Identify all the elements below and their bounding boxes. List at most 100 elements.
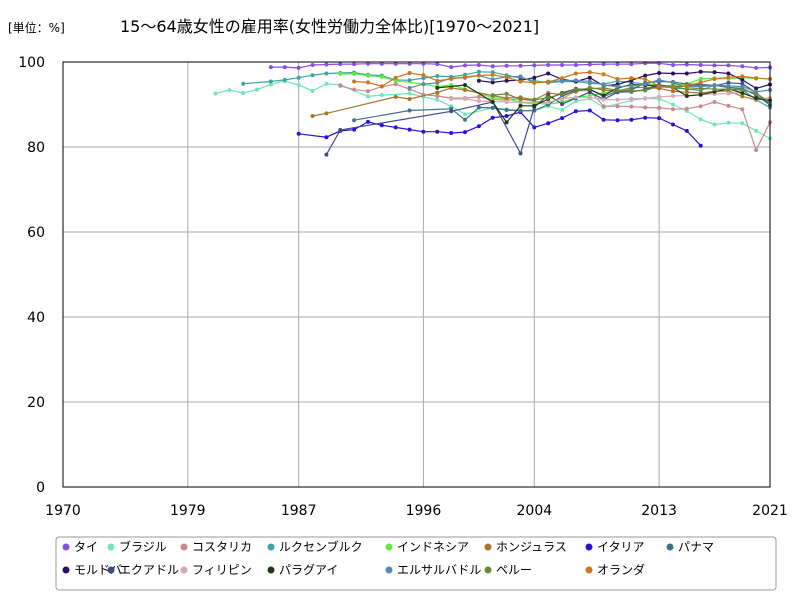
data-point — [268, 82, 273, 87]
data-point — [324, 71, 329, 76]
x-tick-label: 1996 — [406, 503, 442, 519]
legend-marker — [585, 543, 593, 551]
data-point — [296, 65, 301, 70]
legend-item: イタリア — [585, 540, 645, 554]
legend-marker — [180, 566, 188, 574]
data-point — [421, 129, 426, 134]
data-point — [504, 96, 509, 101]
data-point — [643, 105, 648, 110]
y-tick-label: 60 — [27, 225, 45, 241]
legend-marker — [385, 566, 393, 574]
legend-label: オランダ — [597, 562, 645, 577]
data-point — [698, 86, 703, 91]
data-point — [268, 79, 273, 84]
x-tick-label: 1979 — [170, 503, 206, 519]
data-point — [560, 76, 565, 81]
data-point — [740, 64, 745, 69]
data-point — [615, 84, 620, 89]
data-point — [463, 130, 467, 135]
data-point — [587, 95, 592, 100]
data-point — [601, 97, 606, 102]
data-point — [255, 87, 260, 92]
data-point — [435, 129, 440, 134]
data-point — [629, 62, 634, 67]
data-point — [407, 97, 412, 101]
gridlines — [63, 62, 770, 487]
data-point — [573, 78, 578, 83]
legend-label: コスタリカ — [192, 540, 252, 554]
data-point — [435, 97, 440, 102]
data-point — [518, 151, 523, 156]
data-point — [754, 148, 759, 152]
data-point — [282, 77, 287, 82]
data-point — [671, 94, 675, 98]
legend-label: ホンジュラス — [496, 540, 567, 554]
data-point — [560, 63, 565, 67]
legend-item: パラグアイ — [267, 563, 338, 577]
data-point — [684, 87, 689, 92]
legend-label: インドネシア — [397, 540, 469, 554]
data-point — [657, 77, 662, 82]
data-point — [754, 91, 759, 95]
data-point — [712, 87, 717, 92]
data-point — [546, 71, 551, 76]
data-point — [463, 97, 467, 101]
data-point — [379, 74, 384, 79]
legend-item: オランダ — [585, 562, 645, 577]
data-point — [213, 91, 218, 96]
data-point — [338, 128, 343, 132]
data-point — [296, 83, 301, 87]
data-point — [463, 117, 467, 122]
data-point — [352, 71, 357, 76]
data-point — [352, 62, 357, 67]
data-point — [601, 104, 606, 109]
data-point — [421, 82, 426, 87]
legend-label: パラグアイ — [279, 563, 338, 577]
data-point — [587, 108, 592, 113]
data-point — [643, 82, 648, 87]
chart-title: 15〜64歳女性の雇用率(女性労働力全体比)[1970〜2021] — [120, 17, 539, 36]
data-point — [379, 123, 384, 128]
data-point — [449, 65, 454, 70]
data-point — [740, 88, 745, 92]
data-point — [629, 76, 634, 81]
data-point — [546, 95, 551, 100]
data-point — [546, 100, 551, 105]
data-point — [587, 70, 592, 75]
data-point — [518, 74, 523, 79]
y-tick-label: 20 — [27, 395, 45, 411]
data-point — [476, 124, 481, 129]
data-point — [476, 63, 481, 67]
data-point — [366, 94, 370, 99]
data-point — [366, 73, 370, 78]
legend-item: コスタリカ — [180, 540, 252, 554]
legend-item: ペルー — [484, 563, 532, 577]
data-point — [698, 77, 703, 81]
data-point — [463, 112, 467, 117]
data-point — [421, 61, 426, 66]
data-point — [504, 75, 509, 80]
data-point — [573, 95, 578, 100]
data-point — [393, 82, 398, 87]
data-point — [490, 72, 495, 77]
data-point — [698, 117, 703, 122]
legend-marker — [484, 543, 492, 551]
data-point — [532, 75, 537, 80]
unit-label: [単位：%] — [8, 20, 65, 35]
data-point — [615, 118, 620, 123]
legend-marker — [385, 543, 393, 551]
data-point — [366, 89, 370, 94]
data-point — [573, 99, 578, 104]
data-point — [366, 119, 370, 124]
legend-marker — [107, 566, 115, 574]
data-point — [615, 88, 620, 93]
data-point — [684, 128, 689, 133]
data-point — [712, 70, 717, 75]
data-point — [338, 71, 343, 76]
data-point — [643, 88, 648, 93]
data-point — [740, 77, 745, 82]
data-point — [490, 105, 495, 110]
x-axis-ticks: 1970 1979 1987 1996 2004 2013 2021 — [45, 503, 788, 519]
data-point — [560, 96, 565, 101]
data-point — [490, 100, 495, 104]
